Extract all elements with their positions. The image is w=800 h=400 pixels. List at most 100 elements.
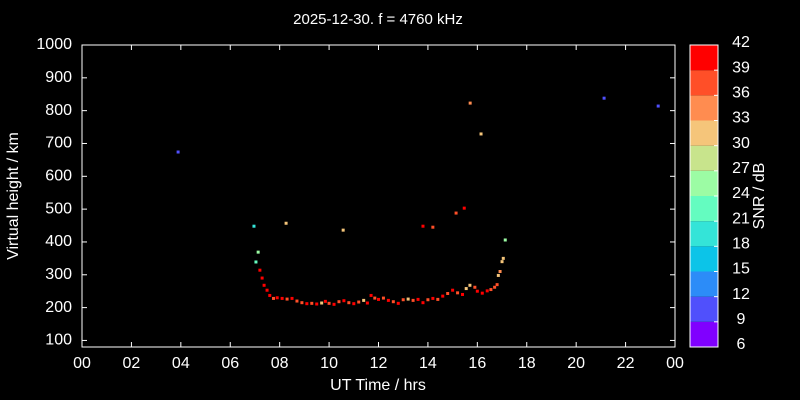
- colorbar-label: SNR / dB: [751, 163, 768, 230]
- point: [656, 104, 660, 108]
- y-tick-label: 300: [45, 266, 72, 283]
- point: [500, 260, 504, 264]
- colorbar-segment: [690, 221, 718, 247]
- point: [602, 96, 606, 100]
- point: [327, 301, 331, 305]
- point: [332, 302, 336, 306]
- point: [342, 299, 346, 303]
- colorbar-tick-label: 15: [732, 261, 750, 278]
- point: [252, 224, 256, 228]
- point: [268, 293, 272, 297]
- colorbar-segment: [690, 145, 718, 171]
- plot-frame: [81, 44, 676, 348]
- point: [479, 132, 483, 136]
- point: [391, 300, 395, 304]
- point: [362, 298, 366, 302]
- colorbar-tick-label: 6: [737, 336, 746, 353]
- point: [347, 301, 351, 305]
- point: [315, 302, 319, 306]
- y-tick-label: 200: [45, 299, 72, 316]
- point: [271, 296, 275, 300]
- point: [480, 291, 484, 295]
- point: [280, 296, 284, 300]
- colorbar-segment: [690, 70, 718, 96]
- colorbar-tick-label: 24: [732, 185, 750, 202]
- point: [369, 293, 373, 297]
- colorbar-segment: [690, 170, 718, 196]
- x-tick-label: 16: [468, 355, 486, 372]
- colorbar-tick-label: 18: [732, 236, 750, 253]
- x-tick-label: 10: [320, 355, 338, 372]
- point: [501, 256, 505, 260]
- point: [381, 296, 385, 300]
- x-tick-label: 04: [172, 355, 190, 372]
- point: [300, 301, 304, 305]
- point: [386, 298, 390, 302]
- point: [352, 302, 356, 306]
- point: [495, 283, 499, 287]
- point: [503, 238, 507, 242]
- chart-title: 2025-12-30. f = 4760 kHz: [293, 11, 463, 28]
- y-tick-label: 1000: [36, 36, 72, 53]
- point: [496, 273, 500, 277]
- point: [461, 292, 465, 296]
- point: [485, 289, 489, 293]
- point: [451, 288, 455, 292]
- colorbar-tick-label: 30: [732, 135, 750, 152]
- point: [475, 289, 479, 293]
- point: [431, 225, 435, 229]
- x-tick-label: 02: [123, 355, 141, 372]
- x-tick-label: 18: [518, 355, 536, 372]
- point: [473, 285, 477, 289]
- point: [285, 297, 289, 301]
- point: [436, 297, 440, 301]
- point: [468, 283, 472, 287]
- colorbar-tick-label: 42: [732, 34, 750, 51]
- x-tick-label: 14: [419, 355, 437, 372]
- colorbar-segment: [690, 296, 718, 322]
- y-axis-label: Virtual height / km: [5, 132, 22, 260]
- point: [341, 228, 345, 232]
- point: [464, 287, 468, 291]
- y-tick-label: 400: [45, 233, 72, 250]
- colorbar-segment: [690, 321, 718, 347]
- colorbar-tick-label: 12: [732, 286, 750, 303]
- colorbar-tick-label: 9: [737, 311, 746, 328]
- point: [406, 297, 410, 301]
- point: [260, 276, 264, 280]
- colorbar-tick-label: 27: [732, 160, 750, 177]
- x-axis-label: UT Time / hrs: [330, 377, 426, 394]
- point: [377, 297, 380, 301]
- point: [323, 299, 327, 303]
- point: [365, 301, 369, 305]
- colorbar-segment: [690, 45, 718, 71]
- colorbar-tick-label: 21: [732, 210, 750, 227]
- x-tick-label: 06: [221, 355, 239, 372]
- point: [258, 268, 262, 272]
- point: [275, 296, 279, 300]
- point: [396, 301, 400, 305]
- point: [337, 300, 341, 304]
- y-tick-label: 100: [45, 332, 72, 349]
- point: [305, 302, 309, 306]
- colorbar-tick-label: 39: [732, 59, 750, 76]
- colorbar-segment: [690, 95, 718, 121]
- point: [254, 260, 258, 264]
- point: [290, 296, 294, 300]
- point: [446, 291, 450, 295]
- y-tick-label: 500: [45, 200, 72, 217]
- y-tick-label: 900: [45, 69, 72, 86]
- point: [310, 301, 314, 305]
- colorbar-segment: [690, 196, 718, 222]
- x-tick-label: 22: [617, 355, 635, 372]
- point: [421, 301, 425, 305]
- y-tick-label: 700: [45, 135, 72, 152]
- point: [489, 288, 493, 292]
- point: [357, 300, 361, 304]
- point: [431, 296, 435, 300]
- point: [468, 101, 472, 105]
- point: [416, 297, 420, 301]
- y-tick-label: 800: [45, 102, 72, 119]
- point: [421, 224, 425, 228]
